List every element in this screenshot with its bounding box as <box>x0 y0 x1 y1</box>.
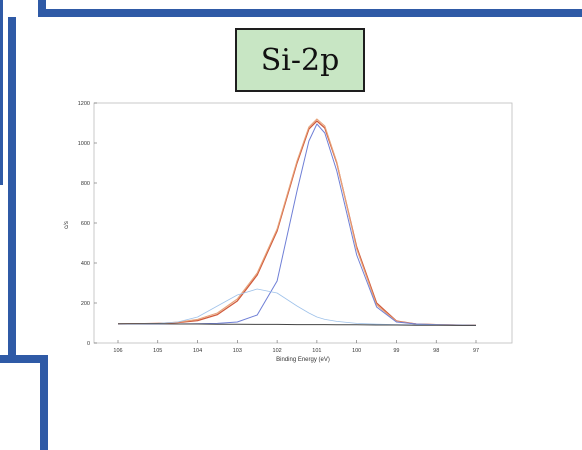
x-tick-label: 103 <box>233 348 242 354</box>
x-tick-label: 99 <box>393 348 399 354</box>
x-tick-label: 104 <box>193 348 202 354</box>
y-tick-label: 200 <box>81 301 90 307</box>
frame-bottom-stub <box>40 355 48 450</box>
y-axis-label: c/s <box>64 221 70 229</box>
x-axis-label: Binding Energy (eV) <box>276 357 330 363</box>
x-tick-label: 100 <box>352 348 361 354</box>
x-tick-label: 102 <box>273 348 282 354</box>
x-tick-label: 106 <box>113 348 122 354</box>
frame-top-bar <box>42 9 582 17</box>
y-tick-label: 400 <box>81 261 90 267</box>
background-line <box>118 323 476 326</box>
y-tick-label: 1000 <box>78 141 90 147</box>
plot-area <box>93 102 513 344</box>
frame-top-stub <box>38 0 46 17</box>
frame-bottom-bar <box>0 355 48 363</box>
spectrum-label: Si-2p <box>235 28 365 92</box>
y-tick-label: 800 <box>81 181 90 187</box>
y-tick-label: 0 <box>87 341 90 347</box>
y-tick-label: 1200 <box>78 101 90 107</box>
frame-left-upper <box>0 0 3 185</box>
x-tick-label: 101 <box>312 348 321 354</box>
y-tick-label: 600 <box>81 221 90 227</box>
x-tick-label: 97 <box>473 348 479 354</box>
x-tick-label: 105 <box>153 348 162 354</box>
x-tick-label: 98 <box>433 348 439 354</box>
frame-left-bar <box>8 17 16 362</box>
